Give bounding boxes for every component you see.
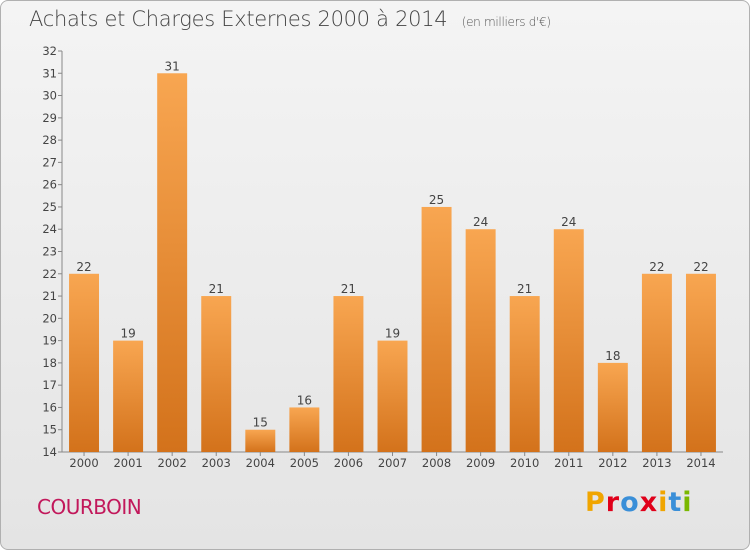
x-tick-label: 2004 — [246, 456, 275, 470]
x-tick-label: 2001 — [113, 456, 142, 470]
y-tick-label: 30 — [42, 89, 57, 103]
logo-letter: P — [585, 487, 606, 518]
logo-letter: t — [668, 487, 683, 518]
y-tick-label: 21 — [42, 289, 57, 303]
bar-value-label: 22 — [76, 260, 91, 274]
x-tick-label: 2010 — [510, 456, 539, 470]
bar-value-label: 18 — [605, 349, 620, 363]
x-tick-label: 2012 — [598, 456, 627, 470]
bar — [157, 73, 188, 453]
y-tick-label: 16 — [42, 400, 57, 414]
bar — [465, 229, 496, 452]
y-tick-label: 28 — [42, 133, 57, 147]
logo-letter: i — [682, 487, 693, 518]
bar-value-label: 24 — [473, 215, 488, 229]
x-tick-label: 2013 — [642, 456, 671, 470]
bar — [201, 296, 232, 452]
y-tick-label: 29 — [42, 111, 57, 125]
x-tick-label: 2006 — [334, 456, 363, 470]
bar-value-label: 21 — [209, 282, 224, 296]
chart-unit: (en milliers d'€) — [461, 15, 551, 29]
logo-letter: i — [658, 487, 669, 518]
logo-letter: o — [620, 487, 640, 518]
y-tick-label: 22 — [42, 267, 57, 281]
x-tick-label: 2000 — [69, 456, 98, 470]
y-tick-label: 17 — [42, 378, 57, 392]
y-tick-label: 26 — [42, 178, 57, 192]
x-tick-label: 2009 — [466, 456, 495, 470]
bar — [333, 296, 364, 452]
x-tick-label: 2003 — [202, 456, 231, 470]
bar — [377, 340, 408, 452]
bar-value-label: 24 — [561, 215, 576, 229]
y-tick-label: 24 — [42, 222, 57, 236]
bar — [289, 407, 320, 452]
x-tick-label: 2008 — [422, 456, 451, 470]
y-tick-label: 19 — [42, 334, 57, 348]
x-tick-label: 2007 — [378, 456, 407, 470]
bar — [597, 362, 628, 452]
y-tick-label: 18 — [42, 356, 57, 370]
bar-value-label: 19 — [385, 327, 400, 341]
bar — [641, 273, 672, 452]
bar-value-label: 15 — [253, 416, 268, 430]
axis-layer: 14 15 16 17 18 19 20 21 22 23 24 25 26 27 28 29 30 31 32 20… — [42, 44, 723, 470]
y-tick-label: 31 — [42, 66, 57, 80]
bar — [421, 206, 452, 452]
y-tick-label: 14 — [42, 445, 57, 459]
x-tick-label: 2014 — [686, 456, 715, 470]
bar — [553, 229, 584, 452]
y-tick-label: 27 — [42, 155, 57, 169]
bar — [245, 429, 276, 452]
logo-letter: r — [605, 487, 621, 518]
bar-value-label: 19 — [120, 327, 135, 341]
bar — [113, 340, 144, 452]
y-tick-label: 15 — [42, 423, 57, 437]
logo-letter: x — [639, 487, 659, 518]
chart-title-text: Achats et Charges Externes 2000 à 2014 — [29, 7, 448, 31]
bar-value-label: 16 — [297, 393, 312, 407]
y-tick-label: 23 — [42, 245, 57, 259]
bar-value-label: 22 — [693, 260, 708, 274]
bar-value-label: 22 — [649, 260, 664, 274]
chart-title: Achats et Charges Externes 2000 à 2014 (… — [29, 7, 551, 31]
bar — [509, 296, 540, 452]
bar-value-label: 21 — [341, 282, 356, 296]
bar-value-label: 25 — [429, 193, 444, 207]
bar — [69, 273, 100, 452]
bar — [685, 273, 716, 452]
bar-layer: 22 19 31 21 15 16 21 19 25 24 21 24 18 22 22 — [69, 59, 716, 453]
y-tick-label: 20 — [42, 311, 57, 325]
x-tick-label: 2005 — [290, 456, 319, 470]
proxiti-logo: Proxiti — [585, 487, 693, 518]
y-tick-label: 32 — [42, 44, 57, 58]
commune-name: COURBOIN — [37, 495, 142, 519]
x-tick-label: 2002 — [158, 456, 187, 470]
x-tick-label: 2011 — [554, 456, 583, 470]
y-tick-label: 25 — [42, 200, 57, 214]
bar-value-label: 21 — [517, 282, 532, 296]
bar-value-label: 31 — [165, 59, 180, 73]
